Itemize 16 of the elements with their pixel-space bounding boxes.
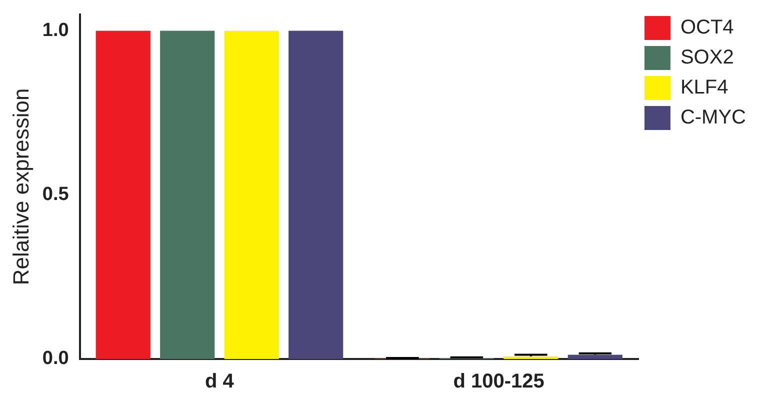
bar (288, 30, 344, 359)
bar (504, 356, 558, 359)
x-tick-label: d 100-125 (453, 370, 544, 393)
legend-label: C-MYC (680, 106, 746, 129)
legend-label: OCT4 (680, 16, 734, 39)
x-tick-label: d 4 (205, 370, 235, 393)
y-tick-label: 0.5 (42, 184, 70, 206)
legend-label: SOX2 (680, 46, 734, 69)
bar (160, 30, 215, 359)
y-tick-label: 1.0 (42, 20, 69, 42)
y-tick-label: 0.0 (42, 348, 69, 370)
bar (224, 30, 279, 359)
legend-label: KLF4 (680, 76, 728, 99)
bar (96, 30, 150, 359)
bar (568, 354, 622, 359)
y-axis-title: Relaitive expression (8, 88, 34, 286)
